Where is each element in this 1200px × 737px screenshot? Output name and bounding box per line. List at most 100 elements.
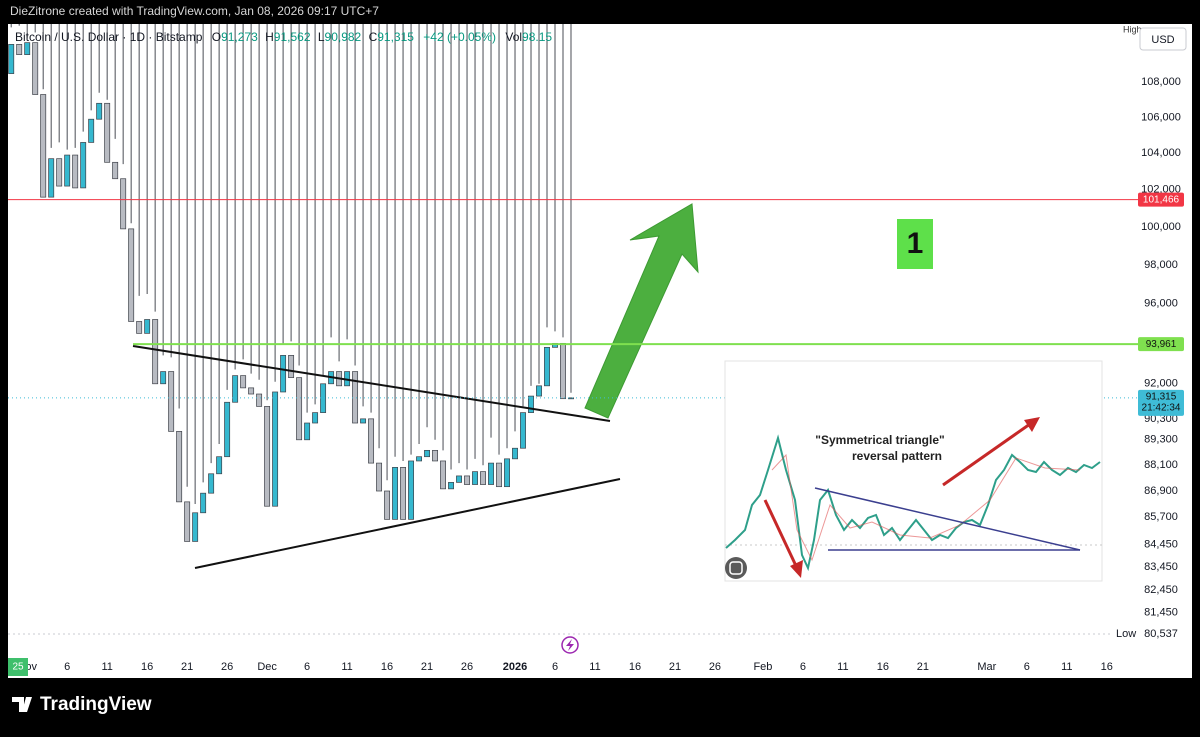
y-tick-label: 106,000 <box>1141 111 1181 123</box>
inset-frame <box>724 360 1103 582</box>
inset-triangle-upper <box>814 487 1081 551</box>
y-tick-label: 92,000 <box>1144 378 1178 390</box>
x-tick-label: 11 <box>341 661 352 673</box>
level-badge <box>1138 192 1184 207</box>
candle-body <box>72 154 79 189</box>
legend-value: 91,315 <box>377 30 414 44</box>
candle-body <box>416 456 423 462</box>
inset-price-path-2 <box>771 453 1081 562</box>
inset-price-path <box>725 434 1101 572</box>
y-tick-label: 104,000 <box>1141 147 1181 159</box>
symbol: Bitcoin / U.S. Dollar · 1D · Bitstamp <box>15 30 203 44</box>
x-tick-label: 11 <box>589 661 600 673</box>
legend-value: 91,562 <box>274 30 311 44</box>
x-tick-label: 21 <box>917 661 929 673</box>
candle-body <box>120 178 127 230</box>
x-tick-label: 6 <box>800 661 806 673</box>
candle-body <box>80 142 87 189</box>
candle-body <box>24 42 31 55</box>
candle-body <box>560 342 566 400</box>
candle-body <box>88 118 95 143</box>
candle-body <box>400 467 407 520</box>
legend-key: H <box>265 30 274 44</box>
annotation-box <box>897 219 933 269</box>
candle-body <box>504 458 510 488</box>
y-tick-label: 98,000 <box>1144 259 1178 271</box>
inset-up-arrowhead <box>1024 417 1040 432</box>
candle-body <box>216 456 223 475</box>
x-tick-label: Dec <box>257 661 277 673</box>
candle-body <box>184 501 191 542</box>
level-label: 101,466 <box>1143 194 1180 205</box>
annotation-text: 1 <box>907 227 924 260</box>
candle-body <box>192 512 199 542</box>
x-tick-label: 26 <box>221 661 233 673</box>
candle-body <box>232 375 239 403</box>
candle-body <box>488 462 494 485</box>
top-bar-text: DieZitrone created with TradingView.com,… <box>10 4 379 18</box>
candle-body <box>208 473 215 494</box>
candle-body <box>384 490 391 520</box>
y-tick-label: 89,300 <box>1144 434 1178 446</box>
high-label: High <box>1123 24 1142 34</box>
currency-label[interactable]: USD <box>1151 34 1174 46</box>
x-tick-label: 21 <box>421 661 433 673</box>
candle-body <box>200 492 207 514</box>
date-badge <box>8 658 28 676</box>
low-label: Low <box>1116 628 1136 640</box>
x-tick-label: 16 <box>381 661 393 673</box>
low-value: 80,537 <box>1144 628 1178 640</box>
candle-body <box>448 482 454 490</box>
legend-value: 98.15 <box>522 30 552 44</box>
candle-body <box>240 375 247 389</box>
lens-icon-glyph <box>729 561 743 575</box>
x-tick-label: 21 <box>181 661 193 673</box>
candle-body <box>312 412 319 424</box>
inset: "Symmetrical triangle" reversal pattern <box>724 360 1103 582</box>
candle-body <box>32 42 39 95</box>
candle-body <box>368 418 375 464</box>
candle-body <box>544 346 550 387</box>
candle-body <box>296 377 303 441</box>
legend-value: 91,273 <box>221 30 258 44</box>
candle-body <box>360 418 367 424</box>
levels <box>8 199 1138 635</box>
x-tick-label: 16 <box>141 661 153 673</box>
candle-body <box>512 447 518 460</box>
legend-value: 90,982 <box>325 30 362 44</box>
candle-body <box>40 94 47 198</box>
candle-body <box>464 475 470 485</box>
candle-body <box>456 475 462 483</box>
x-tick-label: Feb <box>753 661 772 673</box>
candle-body <box>272 391 279 507</box>
currency-button[interactable] <box>1139 27 1187 51</box>
y-tick-label: 83,450 <box>1144 561 1178 573</box>
legend-change: +42 (+0.05%) <box>423 30 496 44</box>
last-price-label: 91,315 <box>1146 391 1177 402</box>
candle-body <box>168 371 175 432</box>
candle-body <box>480 471 486 485</box>
candle-body <box>224 401 231 458</box>
triangle-lower-line <box>194 478 621 569</box>
candle-body <box>16 44 23 55</box>
lens-icon[interactable] <box>725 557 747 579</box>
y-tick-label: 86,900 <box>1144 485 1178 497</box>
brand-logo <box>12 697 32 712</box>
candle-body <box>160 371 167 385</box>
x-tick-label: 11 <box>101 661 112 673</box>
candle-body <box>64 154 71 187</box>
candle-body <box>128 228 135 322</box>
inset-up-arrow <box>942 422 1031 487</box>
event-icon-glyph <box>566 639 574 651</box>
chart-legend: Bitcoin / U.S. Dollar · 1D · Bitstamp O9… <box>15 30 552 44</box>
candle-body <box>176 431 183 503</box>
candle-body <box>392 467 399 520</box>
legend-key: O <box>212 30 221 44</box>
legend-key: L <box>318 30 325 44</box>
x-tick-label: 26 <box>709 661 721 673</box>
inset-down-arrow <box>763 499 799 569</box>
x-tick-label: 26 <box>461 661 473 673</box>
y-tick-label: 84,450 <box>1144 539 1178 551</box>
